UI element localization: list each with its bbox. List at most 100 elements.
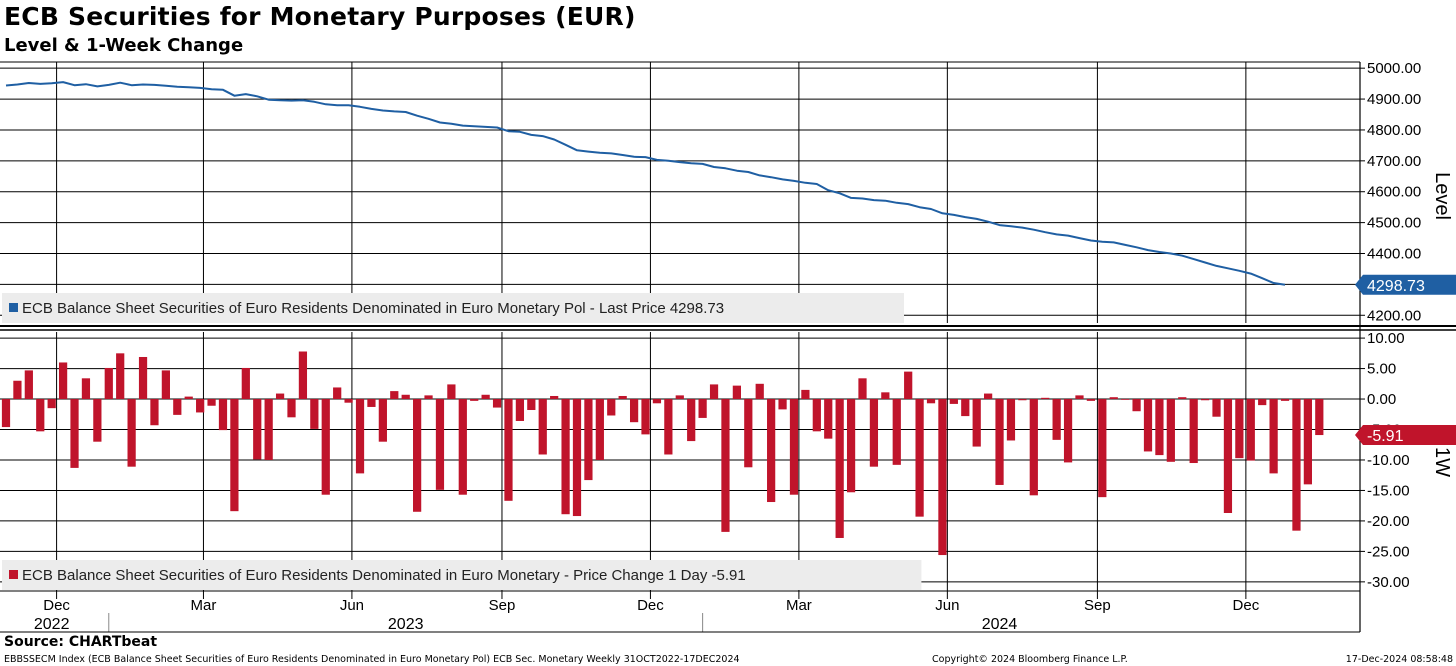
change-bar (1086, 399, 1096, 401)
change-bar (218, 399, 228, 431)
change-bar (1041, 397, 1050, 400)
change-bar (104, 367, 113, 400)
change-bar (435, 399, 445, 490)
change-bar (1075, 395, 1084, 400)
change-bar (961, 399, 970, 417)
level-legend-bg (2, 293, 904, 323)
change-bar (904, 371, 913, 400)
change-bar (344, 399, 353, 403)
change-bar (367, 399, 376, 407)
change-bar (275, 393, 285, 400)
change-bar (1280, 399, 1290, 401)
change-last-value-tag: -5.91 (1367, 428, 1404, 445)
level-axis-label: Level (1431, 172, 1453, 220)
change-axis-label: 1W (1431, 447, 1453, 477)
change-bar (1235, 399, 1244, 459)
change-last-value-tag-bg (1355, 425, 1456, 446)
chart-title: ECB Securities for Monetary Purposes (EU… (4, 2, 636, 31)
change-bar (618, 395, 627, 400)
change-bar (869, 399, 879, 467)
change-bar (1292, 399, 1301, 531)
change-bar (550, 395, 559, 400)
level-tick-label: 5000.00 (1367, 60, 1421, 77)
change-bar (1200, 399, 1210, 401)
year-label: 2024 (982, 616, 1018, 633)
change-bar (801, 389, 810, 400)
change-bar (138, 356, 148, 400)
change-bar (1018, 399, 1027, 401)
change-bar (1178, 397, 1187, 400)
month-label: Sep (1084, 597, 1111, 614)
change-bar (572, 399, 582, 517)
footer-timestamp: 17-Dec-2024 08:58:48 (1345, 654, 1453, 665)
change-bar (652, 399, 662, 404)
change-bar (321, 399, 330, 495)
change-bar (846, 399, 856, 493)
change-bar (241, 367, 250, 400)
change-bar (824, 399, 833, 439)
change-bar (413, 399, 422, 512)
change-bar (755, 383, 764, 400)
month-label: Jun (935, 597, 959, 614)
change-bar (915, 399, 924, 517)
level-line (5, 81, 1286, 286)
change-bar (527, 399, 536, 411)
change-tick-label: 10.00 (1367, 330, 1405, 347)
change-bar (1132, 399, 1141, 412)
change-bar (858, 378, 867, 400)
change-bar (1189, 399, 1198, 464)
change-bar (1029, 399, 1038, 496)
chart-subtitle: Level & 1-Week Change (4, 35, 244, 56)
level-legend-swatch (9, 303, 18, 312)
change-bar (207, 399, 216, 406)
month-label: Sep (489, 597, 516, 614)
month-label: Dec (43, 597, 70, 614)
change-bar (892, 399, 901, 465)
change-tick-label: -15.00 (1367, 482, 1410, 499)
change-bar (458, 399, 467, 495)
change-bar (789, 399, 799, 495)
footer-copyright: Copyright© 2024 Bloomberg Finance L.P. (932, 654, 1128, 665)
change-bar (595, 399, 604, 460)
month-label: Dec (1233, 597, 1260, 614)
level-last-value-tag-bg (1355, 274, 1456, 295)
change-bar (93, 399, 102, 442)
change-bar (287, 399, 296, 418)
change-bar (70, 399, 79, 468)
change-bar (1303, 399, 1312, 485)
month-label: Mar (786, 597, 812, 614)
change-bar (926, 399, 936, 404)
change-bar (230, 399, 239, 512)
level-tick-label: 4200.00 (1367, 307, 1421, 324)
change-tick-label: 5.00 (1367, 361, 1396, 378)
month-label: Jun (340, 597, 364, 614)
change-bar (447, 384, 456, 400)
level-legend: ECB Balance Sheet Securities of Euro Res… (22, 300, 724, 317)
change-bar (333, 387, 342, 400)
change-bar (355, 399, 365, 474)
change-bar (744, 399, 753, 468)
change-bar (1109, 397, 1118, 400)
change-bar (1, 399, 11, 428)
change-bar (1143, 399, 1153, 452)
change-bar (184, 396, 193, 400)
change-bar (732, 385, 741, 400)
change-bar (538, 399, 547, 455)
change-tick-label: -30.00 (1367, 574, 1410, 591)
change-tick-label: -25.00 (1367, 543, 1410, 560)
source-note: Source: CHARTbeat (4, 634, 158, 650)
year-label: 2023 (388, 616, 424, 633)
level-last-value-tag: 4298.73 (1367, 278, 1425, 295)
change-bar (629, 399, 639, 423)
change-bar (709, 384, 719, 400)
change-bar (492, 399, 502, 408)
change-bar (767, 399, 776, 503)
change-bar (1063, 399, 1073, 463)
change-bar (13, 380, 22, 400)
change-bar (984, 393, 993, 400)
change-bar (995, 399, 1004, 485)
change-bar (116, 353, 125, 400)
change-bar (1121, 399, 1130, 400)
change-bar (675, 395, 684, 400)
